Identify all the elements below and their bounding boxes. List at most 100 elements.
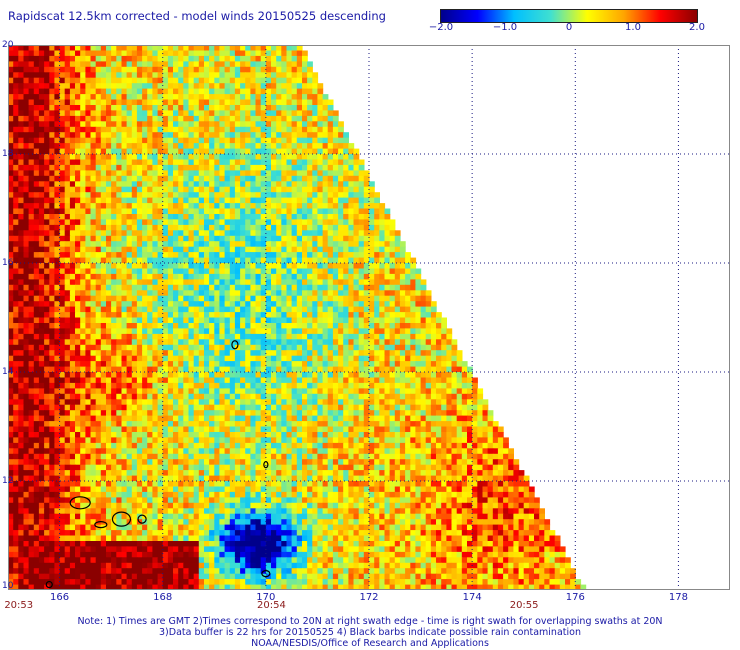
wind-cell: [85, 252, 92, 259]
wind-cell: [198, 295, 205, 302]
wind-cell: [147, 339, 153, 346]
wind-cell: [23, 388, 30, 395]
wind-cell: [291, 99, 298, 106]
wind-cell: [23, 159, 30, 166]
wind-cell: [260, 301, 267, 308]
wind-cell: [38, 132, 45, 139]
wind-cell: [178, 121, 184, 128]
wind-cell: [198, 148, 205, 155]
wind-cell: [183, 295, 190, 302]
wind-cell: [69, 333, 76, 340]
wind-cell: [183, 66, 190, 73]
wind-cell: [147, 186, 153, 193]
wind-cell: [152, 350, 159, 357]
wind-cell: [95, 323, 102, 329]
wind-cell: [389, 273, 396, 280]
wind-cell: [234, 208, 241, 215]
wind-cell: [286, 55, 293, 62]
wind-cell: [121, 372, 128, 378]
wind-cell: [69, 181, 76, 188]
wind-cell: [80, 355, 86, 362]
wind-cell: [224, 279, 231, 286]
wind-cell: [152, 323, 159, 329]
wind-cell: [363, 317, 370, 324]
wind-cell: [49, 224, 56, 231]
wind-cell: [106, 61, 112, 68]
wind-cell: [363, 181, 370, 188]
wind-cell: [183, 350, 190, 357]
wind-cell: [38, 224, 45, 231]
wind-cell: [369, 279, 375, 286]
wind-cell: [204, 361, 210, 368]
wind-cell: [121, 159, 128, 166]
wind-cell: [302, 377, 308, 384]
wind-cell: [18, 83, 25, 90]
wind-cell: [147, 290, 153, 297]
wind-cell: [18, 121, 25, 128]
wind-cell: [214, 366, 221, 373]
wind-cell: [95, 301, 102, 308]
wind-cell: [178, 366, 184, 373]
wind-cell: [369, 372, 375, 378]
wind-cell: [33, 284, 40, 291]
wind-cell: [363, 224, 370, 231]
wind-cell: [229, 268, 236, 275]
wind-cell: [75, 214, 81, 220]
wind-cell: [369, 241, 375, 248]
wind-cell: [436, 377, 442, 384]
wind-cell: [142, 50, 148, 57]
wind-cell: [219, 355, 226, 362]
wind-cell: [198, 164, 205, 171]
wind-cell: [80, 61, 86, 68]
wind-cell: [157, 126, 164, 133]
wind-cell: [229, 295, 236, 302]
wind-cell: [317, 110, 324, 117]
wind-cell: [49, 192, 56, 199]
wind-cell: [240, 77, 246, 84]
wind-cell: [95, 350, 102, 357]
wind-cell: [157, 361, 164, 368]
wind-cell: [276, 50, 282, 57]
wind-cell: [152, 290, 159, 297]
wind-cell: [188, 148, 195, 155]
wind-cell: [436, 382, 442, 389]
wind-cell: [286, 148, 293, 155]
wind-cell: [348, 159, 355, 166]
wind-cell: [136, 301, 143, 308]
wind-cell: [332, 263, 339, 269]
wind-cell: [369, 399, 375, 406]
wind-cell: [405, 361, 411, 368]
wind-cell: [80, 121, 86, 128]
wind-cell: [193, 241, 200, 248]
wind-cell: [332, 290, 339, 297]
wind-cell: [183, 219, 190, 226]
wind-cell: [214, 382, 221, 389]
wind-cell: [379, 339, 386, 346]
wind-cell: [198, 208, 205, 215]
wind-cell: [472, 382, 478, 389]
wind-cell: [461, 361, 468, 368]
wind-cell: [302, 164, 308, 171]
wind-cell: [255, 105, 262, 111]
wind-cell: [327, 399, 334, 406]
wind-cell: [90, 404, 97, 411]
wind-cell: [54, 148, 61, 155]
wind-cell: [302, 393, 308, 400]
wind-cell: [147, 224, 153, 231]
wind-cell: [296, 350, 303, 357]
wind-cell: [348, 377, 355, 384]
wind-cell: [296, 175, 303, 182]
wind-cell: [100, 99, 107, 106]
wind-cell: [54, 328, 61, 335]
wind-cell: [425, 361, 432, 368]
wind-cell: [250, 290, 257, 297]
wind-cell: [173, 115, 179, 122]
wind-cell: [44, 45, 50, 51]
wind-cell: [451, 393, 458, 400]
wind-cell: [95, 230, 102, 237]
wind-cell: [152, 393, 159, 400]
wind-cell: [198, 273, 205, 280]
wind-cell: [142, 115, 148, 122]
wind-cell: [162, 88, 169, 95]
wind-cell: [245, 45, 251, 51]
